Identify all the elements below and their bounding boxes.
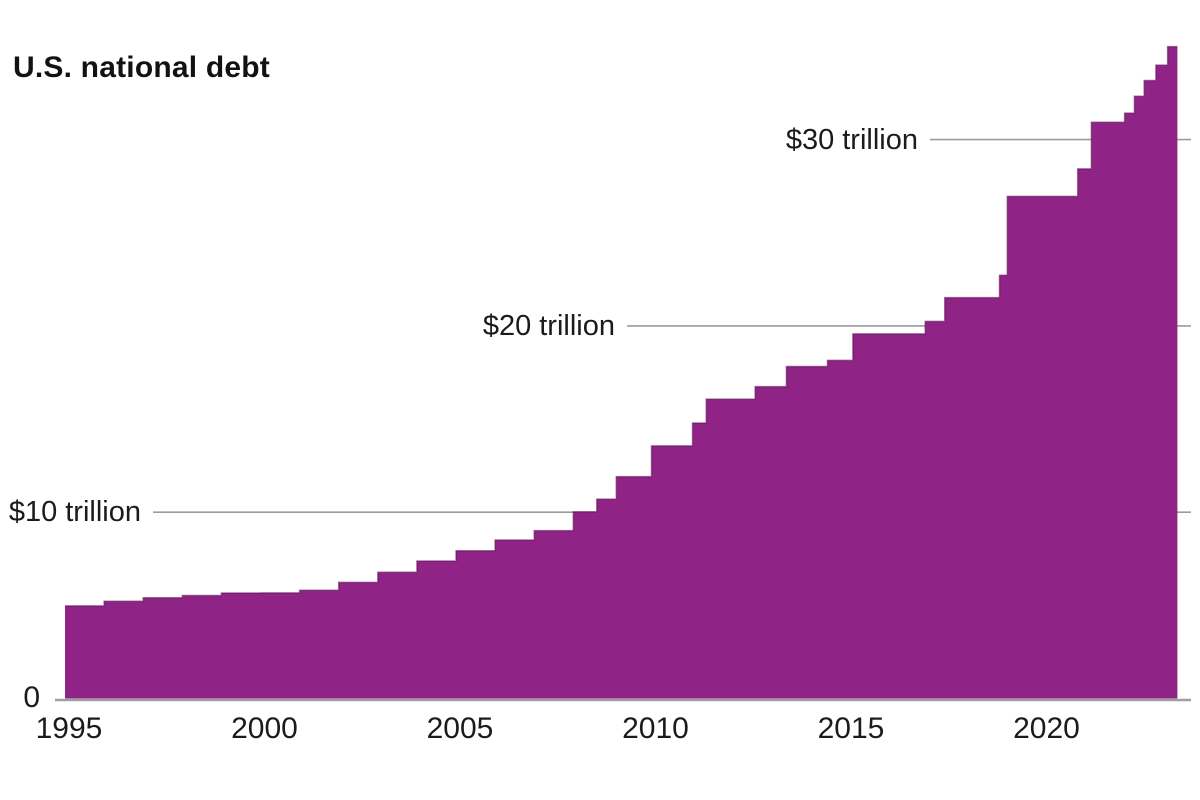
debt-step-outline <box>65 45 1178 607</box>
chart-title: U.S. national debt <box>13 51 270 84</box>
debt-step-area <box>65 46 1178 699</box>
